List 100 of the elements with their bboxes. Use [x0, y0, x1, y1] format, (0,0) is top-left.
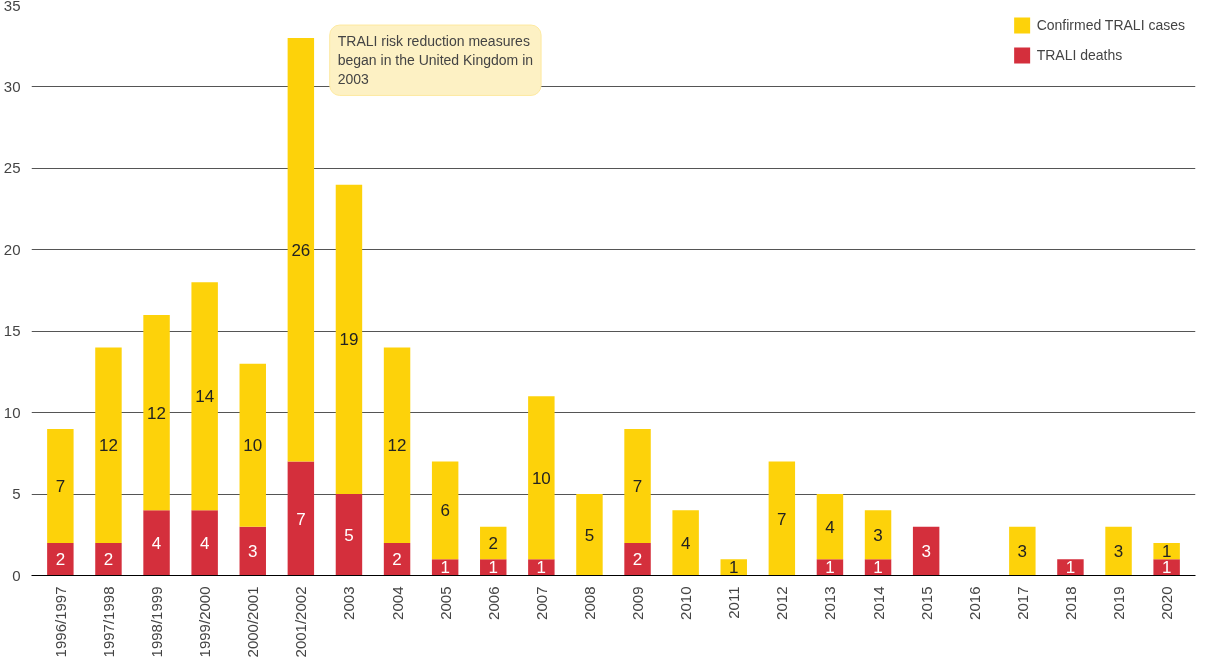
- y-tick-label: 35: [3, 0, 21, 14]
- bar: [624, 428, 651, 543]
- bar: [383, 347, 411, 543]
- y-tick-label: 5: [12, 485, 21, 503]
- data-label: 4: [825, 517, 835, 537]
- data-label: 4: [680, 533, 691, 553]
- data-label: 2: [632, 550, 643, 570]
- x-tick-label: 2006: [484, 586, 502, 620]
- y-tick-label: 0: [12, 566, 21, 584]
- data-label: 1: [488, 558, 498, 578]
- x-tick-label: 2005: [436, 586, 454, 620]
- x-tick-label: 2018: [1061, 586, 1079, 620]
- bar: [47, 542, 74, 576]
- x-tick-label: 2019: [1110, 586, 1128, 620]
- data-label: 19: [339, 330, 359, 350]
- data-label: 3: [873, 525, 883, 545]
- x-tick-label: 2016: [965, 586, 983, 620]
- data-label: 7: [296, 509, 306, 529]
- bar: [768, 461, 796, 576]
- bar: [335, 184, 363, 495]
- data-label: 12: [387, 436, 407, 456]
- data-label: 4: [151, 533, 162, 553]
- x-tick-label: 2011: [725, 586, 743, 619]
- bar: [191, 282, 218, 511]
- data-label: 1: [825, 558, 835, 578]
- x-tick-label: 2008: [580, 586, 598, 620]
- x-tick-label: 1998/1999: [148, 586, 166, 658]
- bar: [287, 461, 315, 576]
- bar: [335, 494, 363, 576]
- data-label: 3: [248, 542, 258, 562]
- x-tick-label: 2020: [1158, 586, 1176, 620]
- data-label: 5: [344, 525, 354, 545]
- x-tick-label: 2000/2001: [244, 586, 262, 658]
- data-label: 2: [488, 533, 498, 553]
- data-label: 12: [99, 436, 118, 456]
- legend-label: TRALI deaths: [1036, 47, 1123, 63]
- bar: [431, 461, 459, 560]
- x-tick-label: 2009: [629, 586, 647, 620]
- x-tick-label: 1996/1997: [51, 586, 69, 658]
- bar: [672, 510, 699, 576]
- bar: [816, 494, 844, 560]
- data-label: 2: [392, 550, 402, 570]
- data-label: 2: [55, 550, 66, 570]
- data-label: 1: [440, 558, 450, 578]
- bar: [912, 526, 940, 576]
- y-tick-label: 30: [3, 77, 21, 95]
- x-tick-label: 2010: [677, 586, 695, 620]
- bar: [239, 526, 266, 576]
- data-label: 4: [199, 533, 210, 553]
- bar: [287, 38, 315, 462]
- x-tick-label: 1999/2000: [196, 586, 214, 658]
- data-label: 12: [147, 403, 167, 423]
- data-label: 1: [729, 558, 739, 578]
- x-tick-label: 2014: [869, 586, 887, 620]
- x-tick-label: 1997/1998: [99, 586, 117, 658]
- bar: [143, 314, 170, 511]
- data-label: 1: [536, 558, 547, 578]
- x-tick-label: 2013: [821, 586, 839, 620]
- data-label: 6: [440, 501, 450, 521]
- x-tick-label: 2017: [1013, 586, 1031, 620]
- bar: [239, 363, 266, 527]
- y-tick-label: 15: [3, 322, 21, 340]
- bar: [95, 347, 122, 543]
- bar: [528, 396, 555, 560]
- data-label: 7: [55, 476, 66, 496]
- bar: [95, 542, 122, 576]
- legend-label: Confirmed TRALI cases: [1036, 17, 1185, 33]
- bar: [1105, 526, 1132, 576]
- data-label: 3: [921, 542, 931, 562]
- bar: [1153, 542, 1180, 560]
- bar: [624, 542, 651, 576]
- bar: [191, 510, 218, 576]
- y-tick-label: 10: [3, 403, 21, 421]
- bar: [47, 428, 74, 543]
- data-label: 5: [584, 525, 595, 545]
- x-tick-label: 2007: [532, 586, 550, 620]
- data-label: 26: [291, 240, 311, 260]
- data-label: 7: [632, 476, 643, 496]
- data-label: 3: [1113, 542, 1124, 562]
- x-tick-label: 2001/2002: [292, 586, 310, 658]
- data-label: 10: [531, 468, 551, 488]
- bar: [864, 510, 892, 560]
- bar: [1009, 526, 1036, 576]
- y-tick-label: 25: [3, 159, 21, 177]
- data-label: 10: [243, 436, 263, 456]
- data-label: 7: [777, 509, 787, 529]
- data-label: 2: [103, 550, 114, 570]
- bar: [1153, 559, 1180, 576]
- y-tick-label: 20: [3, 240, 21, 258]
- bar: [576, 494, 603, 576]
- bar: [143, 510, 170, 576]
- x-tick-label: 2003: [340, 586, 358, 620]
- x-tick-label: 2004: [388, 586, 406, 620]
- data-label: 1: [1065, 558, 1076, 578]
- annotation: TRALI risk reduction measures began in the United Kingdom in 2003: [337, 33, 534, 88]
- data-label: 3: [1017, 542, 1028, 562]
- bar: [1057, 559, 1084, 576]
- data-label: 14: [195, 387, 215, 407]
- data-label: 1: [873, 558, 883, 578]
- x-tick-label: 2015: [917, 586, 935, 620]
